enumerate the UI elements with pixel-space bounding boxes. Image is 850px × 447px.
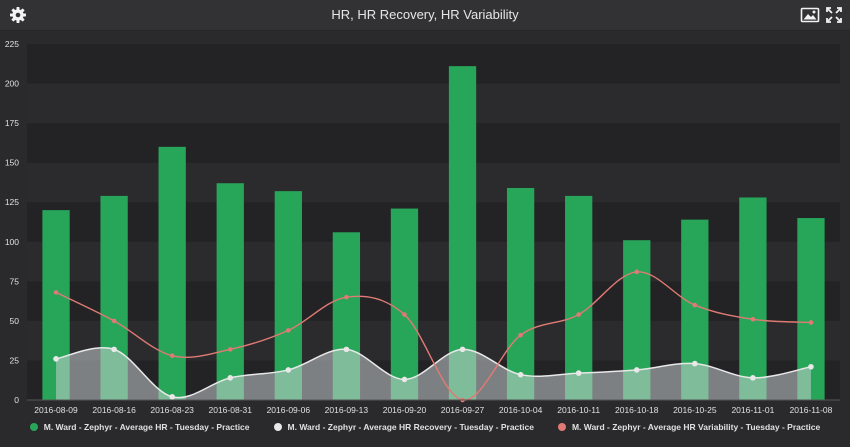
x-tick-label: 2016-10-11: [557, 405, 600, 415]
plot-band: [27, 320, 840, 361]
chart-header: HR, HR Recovery, HR Variability: [0, 0, 850, 31]
y-tick-label: 25: [10, 355, 20, 365]
hr-bar: [739, 197, 767, 400]
plot-band: [27, 281, 840, 321]
hr-recovery-point: [750, 375, 756, 381]
x-tick-label: 2016-10-25: [673, 405, 717, 415]
legend-marker: [273, 423, 282, 431]
y-tick-label: 0: [14, 395, 19, 405]
hr-recovery-point: [227, 375, 234, 381]
chart-plot: 0 25 50 75 100 125 150 175 200 225 2016-08-09 2016-…: [5, 39, 840, 415]
legend-item-hr[interactable]: M. Ward - Zephyr - Average HR - Tuesday …: [29, 422, 250, 432]
y-tick-label: 200: [5, 79, 19, 89]
chart-legend: M. Ward - Zephyr - Average HR - Tuesday …: [0, 422, 850, 442]
hr-variability-point: [518, 332, 523, 338]
legend-label: M. Ward - Zephyr - Average HR Variabilit…: [571, 422, 821, 432]
chart-title: HR, HR Recovery, HR Variability: [331, 7, 519, 22]
y-tick-label: 50: [10, 316, 20, 326]
legend-marker: [29, 423, 38, 431]
plot-band: [27, 123, 840, 163]
x-tick-label: 2016-09-13: [325, 405, 369, 415]
y-tick-label: 125: [5, 197, 19, 207]
hr-variability-line: [55, 271, 812, 401]
x-tick-label: 2016-08-09: [34, 405, 78, 415]
image-icon[interactable]: [800, 5, 820, 25]
hr-variability-point: [169, 353, 175, 358]
hr-bar: [216, 183, 244, 400]
x-tick-label: 2016-08-23: [150, 405, 194, 415]
x-tick-label: 2016-09-06: [267, 405, 311, 415]
hr-variability-point: [344, 294, 349, 300]
hr-bar: [274, 191, 302, 400]
hr-recovery-point: [285, 367, 292, 373]
hr-bar: [506, 187, 535, 400]
y-tick-label: 175: [5, 118, 19, 128]
hr-variability-point: [692, 302, 698, 308]
hr-recovery-point: [633, 367, 640, 373]
hr-recovery-point: [401, 376, 408, 383]
x-tick-label: 2016-09-27: [441, 405, 485, 415]
plot-band: [27, 83, 840, 124]
x-tick-label: 2016-10-04: [499, 405, 543, 415]
hr-bar: [390, 208, 419, 400]
legend-label: M. Ward - Zephyr - Average HR - Tuesday …: [43, 422, 250, 432]
x-tick-label: 2016-10-18: [615, 405, 659, 415]
gear-icon[interactable]: [8, 5, 28, 25]
hr-bar: [158, 146, 186, 400]
hr-bar: [448, 66, 477, 400]
legend-item-hr-variability[interactable]: M. Ward - Zephyr - Average HR Variabilit…: [557, 422, 821, 432]
hr-recovery-point: [459, 346, 466, 353]
x-tick-label: 2016-09-20: [383, 405, 427, 415]
hr-recovery-point: [808, 363, 814, 370]
hr-recovery-point: [111, 346, 117, 353]
hr-recovery-point: [53, 356, 59, 362]
y-tick-label: 150: [5, 158, 19, 168]
hr-variability-point: [808, 320, 814, 325]
hr-recovery-point: [692, 360, 698, 367]
hr-variability-point: [286, 328, 291, 333]
hr-variability-point: [227, 347, 233, 352]
y-tick-label: 100: [5, 237, 19, 247]
hr-recovery-point: [575, 370, 582, 376]
x-tick-label: 2016-11-08: [790, 405, 833, 415]
hr-recovery-area: [56, 347, 811, 400]
hr-recovery-point: [343, 346, 350, 353]
y-tick-label: 225: [5, 39, 19, 49]
legend-marker: [557, 423, 566, 431]
legend-label: M. Ward - Zephyr - Average HR Recovery -…: [287, 422, 534, 432]
x-tick-label: 2016-08-16: [92, 405, 136, 415]
plot-band: [27, 202, 840, 242]
x-tick-label: 2016-11-01: [731, 405, 774, 415]
hr-variability-point: [111, 318, 117, 324]
hr-recovery-point: [517, 371, 524, 378]
hr-variability-point: [576, 312, 581, 317]
x-tick-label: 2016-08-31: [209, 405, 253, 415]
plot-band: [27, 44, 840, 84]
hr-variability-point: [53, 290, 59, 295]
y-tick-label: 75: [10, 276, 20, 286]
hr-bar: [565, 195, 593, 400]
hr-variability-point: [634, 269, 640, 275]
legend-item-hr-recovery[interactable]: M. Ward - Zephyr - Average HR Recovery -…: [273, 422, 534, 432]
hr-recovery-point: [169, 394, 175, 400]
fullscreen-icon[interactable]: [824, 5, 844, 25]
hr-variability-point: [750, 317, 756, 322]
plot-band: [27, 162, 840, 203]
hr-variability-point: [402, 312, 407, 317]
plot-band: [27, 241, 840, 282]
